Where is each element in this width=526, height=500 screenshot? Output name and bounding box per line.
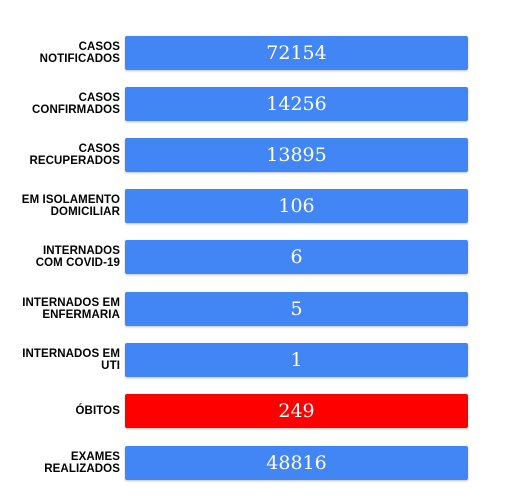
stat-row-casos-recuperados: CASOS RECUPERADOS 13895 xyxy=(0,138,526,172)
stat-row-internados-enfermaria: INTERNADOS EM ENFERMARIA 5 xyxy=(0,292,526,326)
stat-label: INTERNADOS EM ENFERMARIA xyxy=(22,297,120,321)
stat-label: EXAMES REALIZADOS xyxy=(44,451,120,475)
stat-row-internados-uti: INTERNADOS EM UTI 1 xyxy=(0,343,526,377)
stat-value-bar: 14256 xyxy=(125,87,468,121)
stat-value-bar: 6 xyxy=(125,240,468,274)
stat-value-bar: 13895 xyxy=(125,138,468,172)
stat-label: INTERNADOS EM UTI xyxy=(22,348,120,372)
stat-value-bar: 1 xyxy=(125,343,468,377)
stat-value-bar: 72154 xyxy=(125,36,468,70)
stat-label: CASOS NOTIFICADOS xyxy=(39,41,120,65)
stat-label: EM ISOLAMENTO DOMICILIAR xyxy=(21,194,120,218)
stat-row-internados-covid: INTERNADOS COM COVID-19 6 xyxy=(0,240,526,274)
stat-label: CASOS RECUPERADOS xyxy=(29,143,120,167)
stat-row-casos-confirmados: CASOS CONFIRMADOS 14256 xyxy=(0,87,526,121)
stat-value-bar: 48816 xyxy=(125,446,468,480)
stat-label: ÓBITOS xyxy=(75,405,120,417)
stat-label: CASOS CONFIRMADOS xyxy=(32,92,120,116)
stat-row-isolamento-domiciliar: EM ISOLAMENTO DOMICILIAR 106 xyxy=(0,189,526,223)
stat-row-casos-notificados: CASOS NOTIFICADOS 72154 xyxy=(0,36,526,70)
stat-value-bar: 249 xyxy=(125,394,468,428)
stat-row-exames-realizados: EXAMES REALIZADOS 48816 xyxy=(0,446,526,480)
stat-label: INTERNADOS COM COVID-19 xyxy=(35,245,120,269)
stat-value-bar: 5 xyxy=(125,292,468,326)
stat-row-obitos: ÓBITOS 249 xyxy=(0,394,526,428)
stat-value-bar: 106 xyxy=(125,189,468,223)
